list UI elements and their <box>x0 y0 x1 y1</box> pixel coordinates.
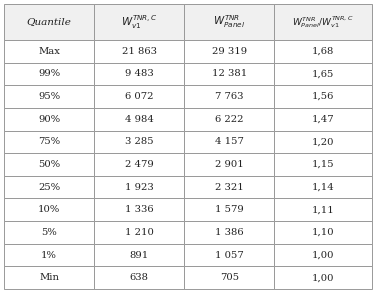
Text: $W_{Panel}^{TNR}$: $W_{Panel}^{TNR}$ <box>213 13 246 30</box>
Bar <box>94 40 184 63</box>
Bar <box>94 4 184 40</box>
Text: 1,47: 1,47 <box>312 115 335 124</box>
Text: 2 901: 2 901 <box>215 160 244 169</box>
Text: 7 763: 7 763 <box>215 92 244 101</box>
Bar <box>94 176 184 198</box>
Text: 95%: 95% <box>38 92 60 101</box>
Text: 1 923: 1 923 <box>125 183 154 192</box>
Text: 891: 891 <box>130 251 149 260</box>
Bar <box>184 198 274 221</box>
Text: 1,65: 1,65 <box>312 69 334 79</box>
Text: 4 984: 4 984 <box>125 115 154 124</box>
Bar <box>184 266 274 289</box>
Text: 4 157: 4 157 <box>215 137 244 146</box>
Bar <box>4 85 94 108</box>
Bar <box>274 198 372 221</box>
Bar <box>4 221 94 244</box>
Text: 1,15: 1,15 <box>312 160 335 169</box>
Bar <box>4 40 94 63</box>
Text: 1 579: 1 579 <box>215 205 244 214</box>
Bar <box>4 266 94 289</box>
Text: 2 321: 2 321 <box>215 183 244 192</box>
Text: 1%: 1% <box>41 251 57 260</box>
Bar <box>94 108 184 131</box>
Text: Max: Max <box>38 47 60 56</box>
Bar <box>94 244 184 266</box>
Text: 29 319: 29 319 <box>212 47 247 56</box>
Bar <box>274 244 372 266</box>
Bar <box>274 108 372 131</box>
Text: 1,56: 1,56 <box>312 92 334 101</box>
Text: 99%: 99% <box>38 69 60 79</box>
Bar <box>184 176 274 198</box>
Text: 1,14: 1,14 <box>312 183 335 192</box>
Bar <box>274 40 372 63</box>
Bar <box>274 4 372 40</box>
Text: 25%: 25% <box>38 183 60 192</box>
Bar <box>4 176 94 198</box>
Text: 75%: 75% <box>38 137 60 146</box>
Bar <box>4 108 94 131</box>
Text: 21 863: 21 863 <box>122 47 157 56</box>
Bar <box>4 131 94 153</box>
Bar <box>184 221 274 244</box>
Bar <box>274 266 372 289</box>
Text: 1 386: 1 386 <box>215 228 244 237</box>
Bar <box>94 198 184 221</box>
Bar <box>184 40 274 63</box>
Text: 3 285: 3 285 <box>125 137 153 146</box>
Bar <box>274 63 372 85</box>
Bar <box>94 266 184 289</box>
Bar <box>184 4 274 40</box>
Text: $W_{v1}^{TNR,C}$: $W_{v1}^{TNR,C}$ <box>121 13 158 30</box>
Bar <box>274 85 372 108</box>
Bar <box>274 131 372 153</box>
Bar <box>94 153 184 176</box>
Text: 90%: 90% <box>38 115 60 124</box>
Bar <box>274 153 372 176</box>
Text: 1,20: 1,20 <box>312 137 335 146</box>
Text: 1,11: 1,11 <box>312 205 335 214</box>
Text: 1 336: 1 336 <box>125 205 153 214</box>
Text: 9 483: 9 483 <box>125 69 154 79</box>
Bar <box>184 85 274 108</box>
Text: $W_{Panel}^{TNR}/W_{v1}^{TNR,C}$: $W_{Panel}^{TNR}/W_{v1}^{TNR,C}$ <box>293 14 354 30</box>
Text: 638: 638 <box>130 273 149 282</box>
Text: 1,68: 1,68 <box>312 47 334 56</box>
Bar <box>4 4 94 40</box>
Bar <box>274 221 372 244</box>
Text: Quantile: Quantile <box>27 18 71 26</box>
Bar <box>94 63 184 85</box>
Bar <box>94 85 184 108</box>
Bar <box>184 108 274 131</box>
Text: 50%: 50% <box>38 160 60 169</box>
Text: 2 479: 2 479 <box>125 160 154 169</box>
Text: 12 381: 12 381 <box>212 69 247 79</box>
Text: 6 222: 6 222 <box>215 115 244 124</box>
Text: 1,00: 1,00 <box>312 251 335 260</box>
Bar <box>274 176 372 198</box>
Text: 1 210: 1 210 <box>125 228 154 237</box>
Bar <box>184 153 274 176</box>
Text: Min: Min <box>39 273 59 282</box>
Bar <box>184 63 274 85</box>
Text: 1,10: 1,10 <box>312 228 335 237</box>
Bar <box>94 131 184 153</box>
Bar <box>184 131 274 153</box>
Bar <box>4 153 94 176</box>
Bar <box>94 221 184 244</box>
Text: 1 057: 1 057 <box>215 251 244 260</box>
Bar <box>4 63 94 85</box>
Text: 5%: 5% <box>41 228 57 237</box>
Text: 1,00: 1,00 <box>312 273 335 282</box>
Bar <box>4 244 94 266</box>
Text: 6 072: 6 072 <box>125 92 153 101</box>
Text: 705: 705 <box>220 273 239 282</box>
Bar <box>184 244 274 266</box>
Text: 10%: 10% <box>38 205 60 214</box>
Bar <box>4 198 94 221</box>
